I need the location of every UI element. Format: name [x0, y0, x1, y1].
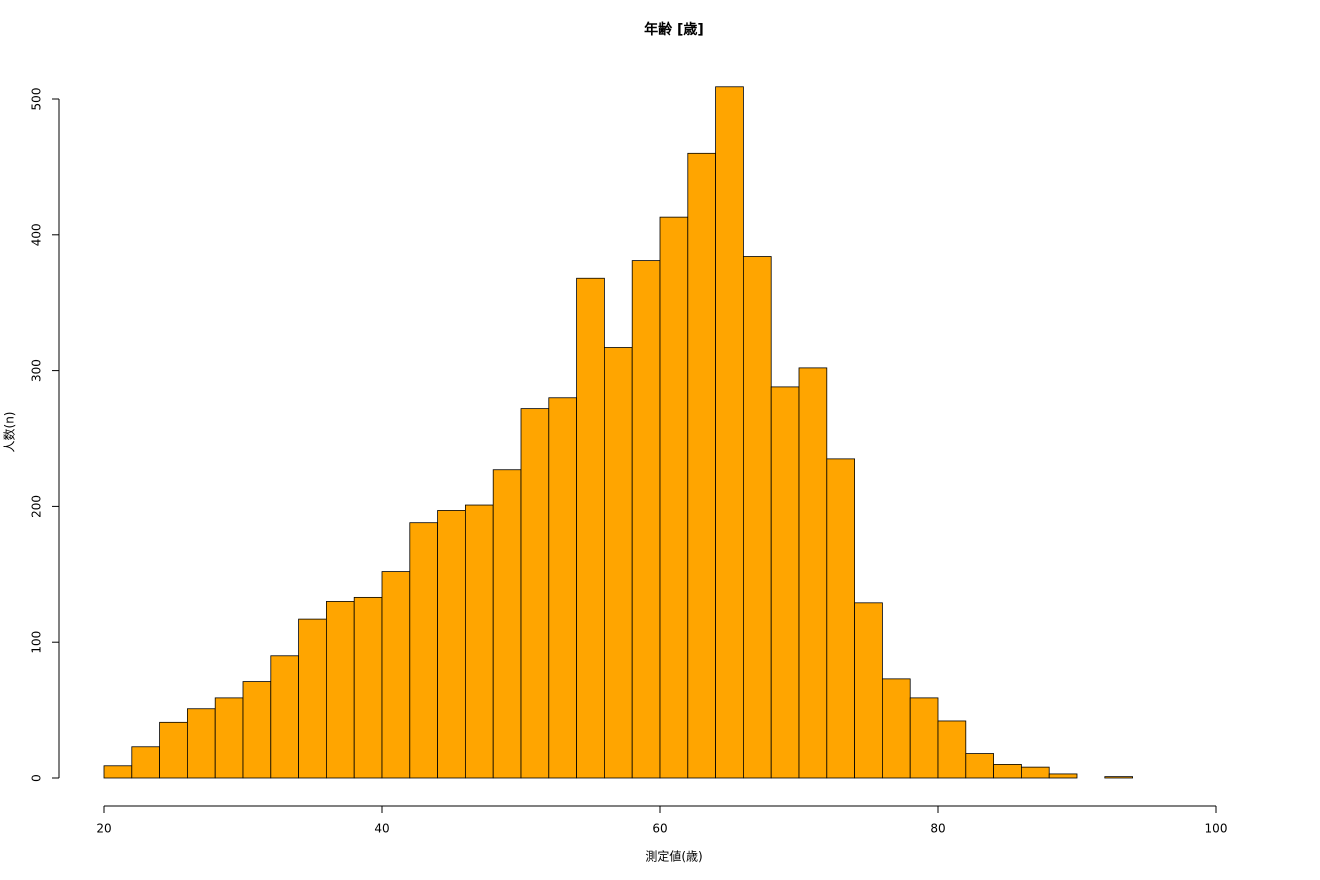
- bar: [743, 256, 772, 779]
- y-tick-label: 300: [30, 359, 44, 382]
- x-tick-label: 60: [652, 822, 667, 836]
- bar: [214, 697, 244, 779]
- bar: [1048, 773, 1078, 779]
- y-tick-label: 100: [30, 631, 44, 654]
- bar: [715, 86, 744, 779]
- bar: [131, 746, 161, 779]
- bar: [826, 458, 855, 779]
- bar: [186, 708, 216, 779]
- bar: [437, 510, 466, 779]
- y-tick-label: 400: [30, 223, 44, 246]
- bar: [631, 260, 661, 779]
- x-tick-label: 100: [1205, 822, 1228, 836]
- bar: [604, 347, 633, 779]
- y-tick-label: 200: [30, 495, 44, 518]
- bar: [325, 601, 355, 779]
- bar: [159, 721, 188, 779]
- bar: [353, 596, 383, 779]
- y-tick-label: 0: [30, 774, 44, 782]
- bar: [854, 602, 883, 779]
- x-axis-label: 測定値(歳): [645, 849, 702, 864]
- bar: [381, 571, 411, 779]
- bar: [242, 681, 272, 779]
- bar: [993, 764, 1022, 779]
- bar: [909, 697, 939, 779]
- bar: [103, 765, 133, 779]
- bar: [1021, 766, 1050, 779]
- bar: [882, 678, 911, 779]
- bar: [464, 504, 494, 779]
- bar: [298, 618, 327, 779]
- bar: [965, 753, 994, 779]
- x-tick-label: 40: [374, 822, 389, 836]
- y-axis-label: 人数(n): [2, 412, 17, 453]
- bar: [1104, 776, 1134, 779]
- bar: [798, 367, 828, 779]
- x-tick-label: 80: [930, 822, 945, 836]
- x-tick-label: 20: [96, 822, 111, 836]
- bar: [270, 655, 299, 779]
- bar: [659, 216, 689, 779]
- bar: [520, 408, 550, 779]
- y-tick-label: 500: [30, 88, 44, 111]
- bar: [576, 277, 605, 779]
- chart-title: 年齢 [歳]: [644, 21, 704, 38]
- bar: [492, 469, 522, 779]
- bar: [687, 152, 716, 779]
- bar: [770, 386, 800, 779]
- bar: [937, 720, 967, 779]
- bar: [409, 522, 438, 779]
- bar: [548, 397, 577, 779]
